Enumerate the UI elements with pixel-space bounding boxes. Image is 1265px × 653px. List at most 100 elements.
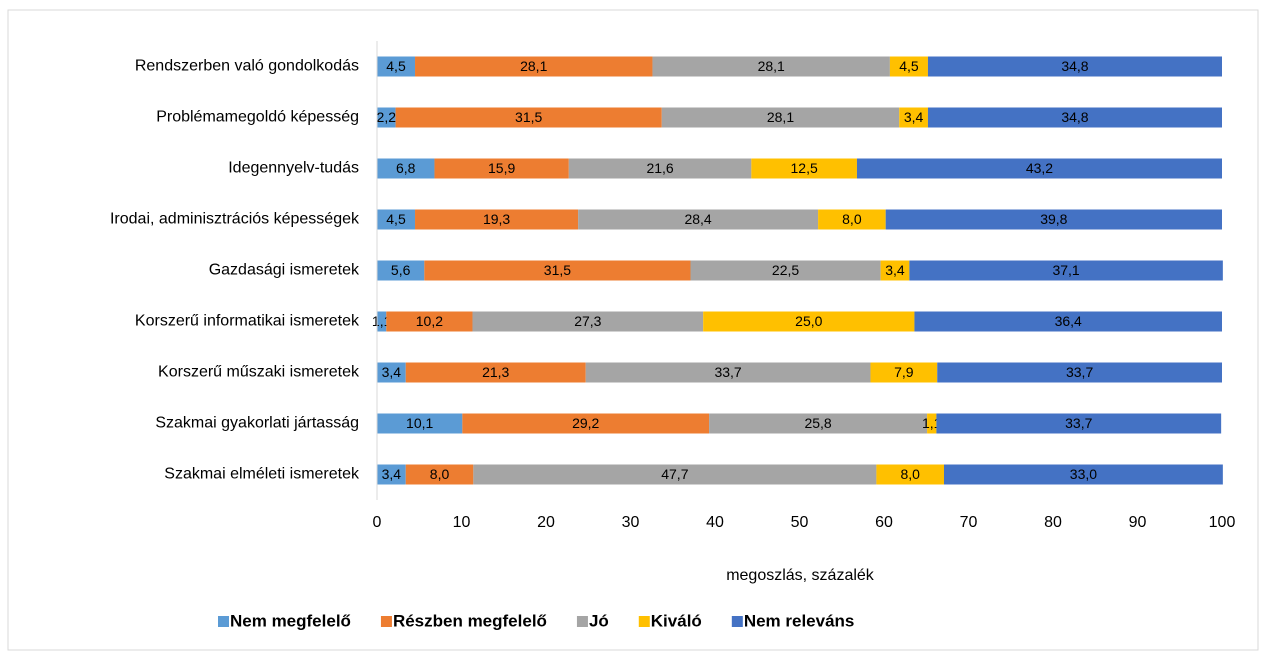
bar-segment [377,311,387,332]
y-tick-label: Korszerű informatikai ismeretek [135,313,360,330]
bar-segment [889,56,928,77]
value-label: 10,1 [406,415,433,431]
legend-label: Kiváló [651,611,702,630]
value-label: 39,8 [1040,211,1067,227]
bar-segment [405,464,474,485]
value-label: 33,7 [1066,364,1093,380]
bar-segment [395,107,662,128]
bar-segment [568,158,752,179]
legend-swatch [638,616,650,627]
bar-segment [709,413,928,434]
value-label: 21,3 [482,364,509,380]
bar-segment [473,464,877,485]
x-tick-label: 10 [453,514,471,531]
value-label: 31,5 [544,262,571,278]
bar-segment [909,260,1223,281]
bar-segment [937,362,1222,383]
value-label: 19,3 [483,211,510,227]
value-label: 10,2 [416,313,443,329]
value-label: 3,4 [885,262,905,278]
value-label: 34,8 [1061,109,1088,125]
bar-segment [870,362,938,383]
value-label: 4,5 [386,211,406,227]
value-label: 43,2 [1026,160,1053,176]
value-label: 7,9 [894,364,914,380]
bar-segment [818,209,886,230]
value-label: 2,2 [377,109,397,125]
value-label: 28,1 [758,58,785,74]
value-label: 36,4 [1055,313,1082,329]
bar-segment [914,311,1222,332]
bar-segment [690,260,881,281]
value-label: 33,7 [714,364,741,380]
legend-label: Jó [589,611,609,630]
value-label: 28,1 [767,109,794,125]
value-label: 4,5 [386,58,406,74]
value-label: 3,4 [382,466,402,482]
bar-segment [927,413,937,434]
bar-segment [377,158,435,179]
bar-segment [927,56,1222,77]
x-tick-label: 60 [875,514,893,531]
bar-segment [472,311,704,332]
bar-segment [751,158,857,179]
value-label: 4,5 [899,58,919,74]
value-label: 8,0 [842,211,862,227]
legend-swatch [576,616,588,627]
legend-swatch [380,616,392,627]
legend-label: Nem megfelelő [230,611,351,630]
bar-segment [703,311,915,332]
x-tick-label: 30 [622,514,640,531]
value-label: 12,5 [791,160,818,176]
bar-segment [578,209,819,230]
bar-segment [377,107,396,128]
value-label: 37,1 [1052,262,1079,278]
bar-segment [424,260,691,281]
legend-swatch [731,616,743,627]
bar-segment [856,158,1222,179]
value-label: 28,4 [684,211,711,227]
y-tick-label: Szakmai elméleti ismeretek [164,466,360,483]
y-tick-label: Rendszerben való gondolkodás [135,58,359,75]
x-tick-label: 50 [791,514,809,531]
bar-segment [405,362,586,383]
x-tick-label: 80 [1044,514,1062,531]
bar-segment [652,56,890,77]
x-tick-label: 20 [537,514,555,531]
y-tick-label: Idegennyelv-tudás [228,160,359,177]
bar-segment [415,56,653,77]
bar-segment [876,464,944,485]
x-tick-label: 100 [1209,514,1236,531]
bar-segment [927,107,1222,128]
value-label: 6,8 [396,160,416,176]
value-label: 25,8 [804,415,831,431]
legend-swatch [218,616,229,627]
bar-segment [377,464,406,485]
y-tick-label: Irodai, adminisztrációs képességek [110,211,360,228]
x-tick-label: 0 [373,514,382,531]
bar-segment [885,209,1222,230]
value-label: 8,0 [430,466,450,482]
y-tick-label: Problémamegoldó képesség [156,109,359,126]
value-label: 31,5 [515,109,542,125]
value-label: 15,9 [488,160,515,176]
y-tick-label: Szakmai gyakorlati jártasság [155,415,359,432]
bar-segment [936,413,1222,434]
legend-label: Nem releváns [744,611,855,630]
value-label: 3,4 [904,109,924,125]
value-label: 22,5 [772,262,799,278]
value-label: 27,3 [574,313,601,329]
y-tick-label: Gazdasági ismeretek [209,262,360,279]
bar-segment [585,362,871,383]
bar-segment [415,209,579,230]
x-axis-title: megoszlás, százalék [726,567,875,584]
bar-segment [386,311,473,332]
bar-segment [377,413,463,434]
value-label: 25,0 [795,313,822,329]
bar-segment [462,413,710,434]
value-label: 33,7 [1065,415,1092,431]
value-label: 34,8 [1061,58,1088,74]
bar-segment [377,209,416,230]
x-tick-label: 40 [706,514,724,531]
